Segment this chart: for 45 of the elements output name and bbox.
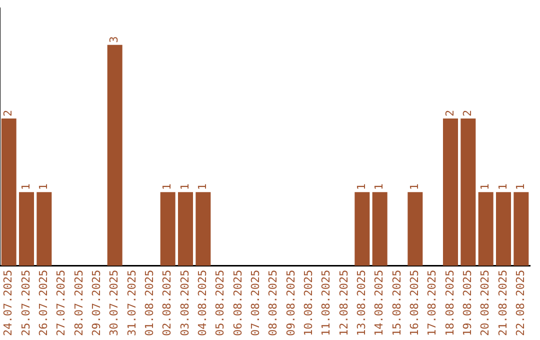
- data-label: 1: [355, 184, 368, 190]
- x-tick-label: 25.07.2025: [19, 270, 32, 336]
- x-tick-label: 29.07.2025: [90, 270, 104, 336]
- x-tick-label: 06.08.2025: [231, 270, 244, 336]
- x-tick-label: 21.08.2025: [496, 270, 510, 336]
- x-tick-label: 01.08.2025: [143, 270, 156, 336]
- data-label: 2: [461, 110, 474, 116]
- data-label: 1: [478, 184, 492, 190]
- x-tick-label: 15.08.2025: [390, 270, 404, 336]
- data-label: 1: [514, 184, 528, 190]
- data-label: 1: [178, 184, 192, 190]
- x-tick-label: 26.07.2025: [37, 270, 50, 336]
- data-label: 1: [196, 184, 210, 190]
- x-tick-label: 22.08.2025: [514, 270, 528, 336]
- data-label: 1: [408, 184, 422, 190]
- x-tick-label: 31.07.2025: [125, 270, 138, 336]
- x-tick-label: 20.08.2025: [478, 270, 492, 336]
- x-tick-label: 16.08.2025: [408, 270, 422, 336]
- data-label: 3: [108, 36, 121, 43]
- x-tick-label: 10.08.2025: [302, 270, 316, 336]
- x-tick-label: 19.08.2025: [461, 270, 474, 336]
- x-tick-label: 02.08.2025: [160, 270, 174, 336]
- x-tick-label: 12.08.2025: [337, 270, 350, 336]
- x-tick-label: 13.08.2025: [355, 270, 368, 336]
- x-tick-label: 27.07.2025: [54, 270, 68, 336]
- x-tick-label: 04.08.2025: [196, 270, 210, 336]
- x-tick-label: 24.07.2025: [2, 270, 15, 336]
- x-tick-label: 07.08.2025: [249, 270, 262, 336]
- x-tick-label: 28.07.2025: [72, 270, 86, 336]
- data-label: 1: [19, 184, 32, 190]
- x-tick-label: 11.08.2025: [320, 270, 333, 336]
- x-tick-label: 05.08.2025: [214, 270, 227, 336]
- data-label: 2: [443, 110, 456, 116]
- data-label: 2: [2, 110, 15, 116]
- x-tick-label: 18.08.2025: [443, 270, 456, 336]
- data-label: 1: [496, 184, 510, 190]
- x-tick-label: 30.07.2025: [108, 270, 121, 336]
- data-label: 1: [37, 184, 50, 190]
- x-tick-label: 09.08.2025: [284, 270, 298, 336]
- x-tick-label: 03.08.2025: [178, 270, 192, 336]
- x-tick-label: 14.08.2025: [372, 270, 386, 336]
- data-label: 1: [160, 184, 174, 190]
- x-tick-label: 08.08.2025: [266, 270, 280, 336]
- x-tick-label: 17.08.2025: [426, 270, 439, 336]
- data-label: 1: [372, 184, 386, 190]
